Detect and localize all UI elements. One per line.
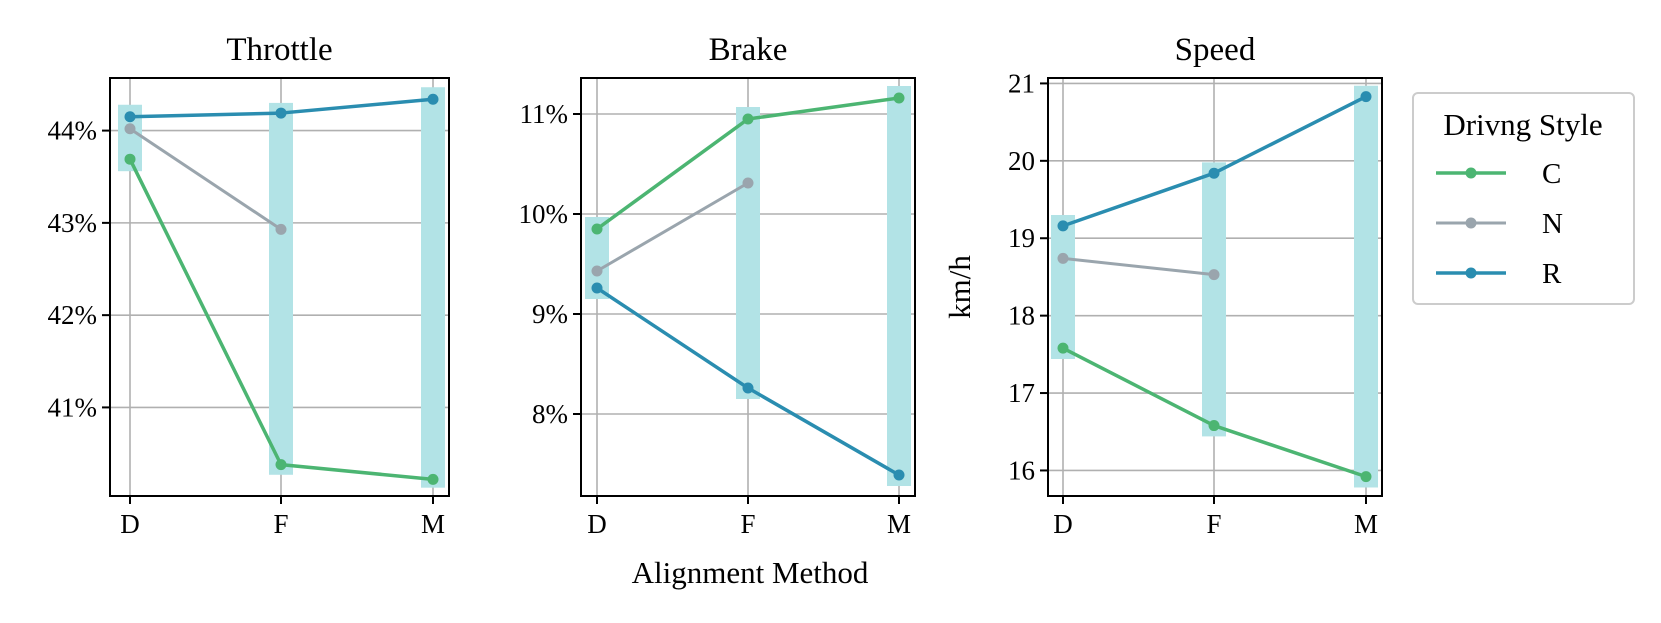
legend-label-C: C <box>1542 158 1561 190</box>
x-axis-label: Alignment Method <box>632 555 869 590</box>
x-tick-label: M <box>887 509 911 539</box>
point-C-D <box>591 223 603 235</box>
point-N-F <box>1208 269 1220 281</box>
range-band-M <box>887 86 911 486</box>
point-C-F <box>742 113 754 125</box>
y-tick-label: 43% <box>48 208 98 238</box>
panel-speed: 16 17 18 19 20 21 D F M Speed km/h <box>942 32 1383 539</box>
x-tick-label: D <box>1053 509 1073 539</box>
panel-title: Throttle <box>226 32 332 68</box>
y-tick-label: 11% <box>520 99 569 129</box>
y-tick-label: 21 <box>1008 68 1035 98</box>
series-line-N <box>1062 256 1215 277</box>
point-R-F <box>1208 167 1220 179</box>
point-N-D <box>124 123 136 135</box>
x-tick-label: D <box>120 509 140 539</box>
y-tick-label: 42% <box>48 300 98 330</box>
y-tick-label: 10% <box>519 199 569 229</box>
legend-marker-N <box>1465 217 1477 229</box>
point-C-M <box>1360 471 1372 483</box>
point-R-F <box>742 382 754 394</box>
point-C-F <box>1208 420 1220 432</box>
point-C-M <box>893 92 905 104</box>
panel-brake: 8% 9% 10% 11% D F M Brake <box>519 32 916 539</box>
legend-label-R: R <box>1542 258 1562 290</box>
series-line-N <box>596 181 749 273</box>
x-tick-label: M <box>421 509 445 539</box>
panels: 41% 42% 43% 44% D F M Throttle 8% 9% 10% 11% D F M Brak… <box>48 32 1383 539</box>
point-R-D <box>591 282 603 294</box>
range-band-F <box>1202 162 1226 437</box>
point-C-F <box>275 459 287 471</box>
point-R-F <box>275 107 287 119</box>
range-band-F <box>736 107 760 399</box>
series-line-N <box>129 127 282 231</box>
panel-title: Brake <box>709 32 788 68</box>
x-tick-label: F <box>1206 509 1221 539</box>
legend-label-N: N <box>1542 208 1563 240</box>
y-tick-label: 16 <box>1008 455 1035 485</box>
x-tick-label: F <box>740 509 755 539</box>
x-tick-label: D <box>587 509 607 539</box>
range-band-F <box>269 102 293 475</box>
legend-marker-C <box>1465 167 1477 179</box>
range-band-M <box>421 87 445 488</box>
legend: Drivng Style CNR <box>1412 92 1635 305</box>
legend-frame <box>1412 92 1635 305</box>
y-tick-label: 18 <box>1008 301 1035 331</box>
y-tick-label: 8% <box>532 399 568 429</box>
y-axis-label: km/h <box>942 255 977 319</box>
y-tick-label: 44% <box>48 116 98 146</box>
point-C-M <box>427 473 439 485</box>
range-band-D <box>1051 215 1075 359</box>
axes-frame <box>109 77 450 497</box>
y-tick-label: 19 <box>1008 223 1035 253</box>
y-tick-label: 20 <box>1008 146 1035 176</box>
point-N-F <box>275 223 287 235</box>
point-R-D <box>124 111 136 123</box>
point-R-M <box>1360 91 1372 103</box>
point-N-F <box>742 177 754 189</box>
point-C-D <box>1057 342 1069 354</box>
legend-marker-R <box>1465 267 1477 279</box>
point-R-M <box>427 93 439 105</box>
y-tick-label: 41% <box>48 392 98 422</box>
point-N-D <box>591 265 603 277</box>
x-tick-label: F <box>273 509 288 539</box>
legend-items: CNR <box>1436 158 1563 290</box>
point-C-D <box>124 153 136 165</box>
legend-title: Drivng Style <box>1443 107 1602 142</box>
range-band-M <box>1354 85 1378 488</box>
point-R-D <box>1057 220 1069 232</box>
point-R-M <box>893 469 905 481</box>
x-tick-label: M <box>1354 509 1378 539</box>
y-tick-label: 17 <box>1008 378 1035 408</box>
panel-title: Speed <box>1175 32 1256 68</box>
y-tick-label: 9% <box>532 299 568 329</box>
point-N-D <box>1057 252 1069 264</box>
panel-throttle: 41% 42% 43% 44% D F M Throttle <box>48 32 450 539</box>
